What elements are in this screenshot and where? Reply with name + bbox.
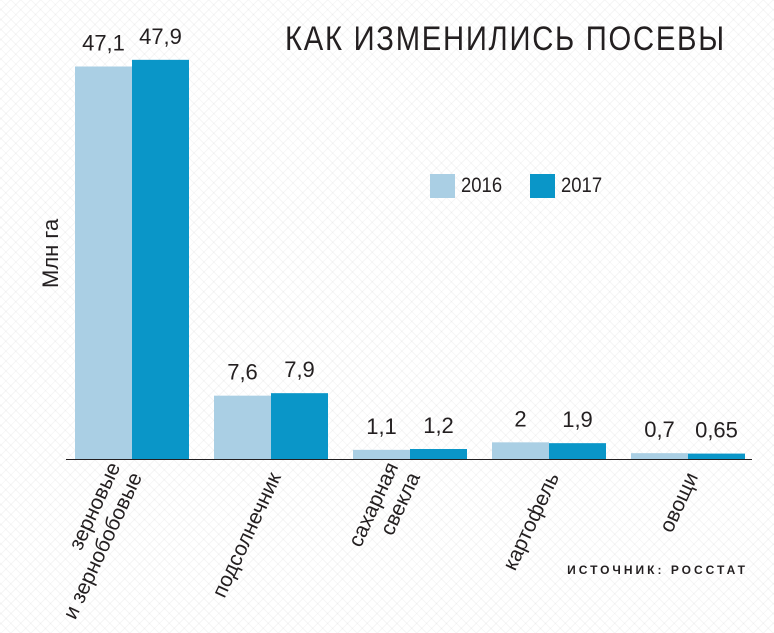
legend-label-2017: 2017 <box>560 174 602 197</box>
bar-2016-1 <box>75 66 132 459</box>
category-label-2: подсолнечник <box>208 468 286 601</box>
legend-item-2017: 2017 <box>529 174 608 198</box>
value-label-2017-2: 7,9 <box>284 357 315 382</box>
source-note: ИСТОЧНИК: РОССТАТ <box>567 563 748 577</box>
y-axis-label: Млн га <box>38 218 63 288</box>
bar-2017-4 <box>549 443 606 459</box>
bar-2017-2 <box>271 393 328 459</box>
value-label-2017-3: 1,2 <box>423 413 454 438</box>
category-label-line: подсолнечник <box>208 468 286 601</box>
category-label-4: картофель <box>499 469 564 574</box>
bar-2017-1 <box>132 59 189 459</box>
category-label-line: овощи <box>655 469 703 536</box>
value-label-2017-5: 0,65 <box>695 418 738 443</box>
value-label-2016-1: 47,1 <box>82 31 125 56</box>
legend: 2016 2017 <box>430 174 629 198</box>
bar-2016-4 <box>492 442 549 459</box>
value-label-2016-2: 7,6 <box>227 360 258 385</box>
legend-swatch-2017 <box>529 174 555 198</box>
legend-label-2016: 2016 <box>461 174 503 197</box>
chart-title: КАК ИЗМЕНИЛИСЬ ПОСЕВЫ <box>285 20 726 58</box>
bar-2017-5 <box>688 453 745 459</box>
category-label-line: картофель <box>499 469 564 574</box>
category-label-5: овощи <box>655 469 703 536</box>
value-label-2016-3: 1,1 <box>366 414 397 439</box>
bar-2017-3 <box>410 449 467 459</box>
value-label-2017-1: 47,9 <box>139 24 182 49</box>
value-label-2016-4: 2 <box>514 406 526 431</box>
value-label-2016-5: 0,7 <box>644 417 675 442</box>
bar-2016-3 <box>353 449 410 459</box>
bar-2016-2 <box>214 395 271 459</box>
legend-item-2016: 2016 <box>430 174 508 198</box>
bar-2016-5 <box>631 453 688 459</box>
value-label-2017-4: 1,9 <box>562 407 593 432</box>
legend-swatch-2016 <box>430 174 455 198</box>
